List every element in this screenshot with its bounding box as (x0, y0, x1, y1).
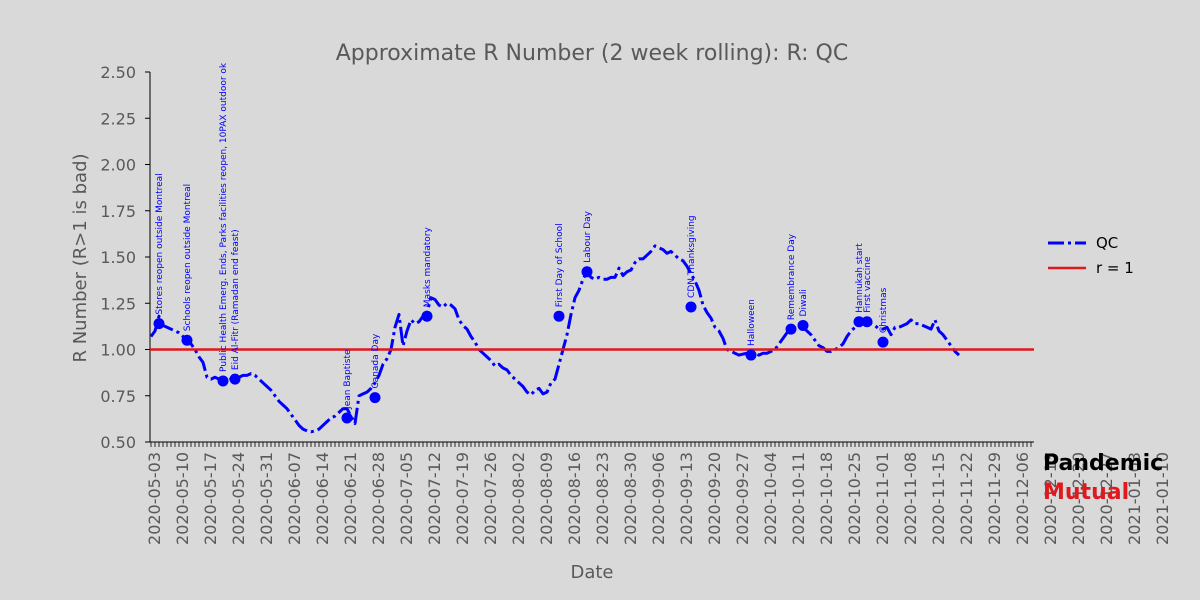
event-label: Eid Al-Fitr (Ramadan end feast) (231, 229, 241, 370)
x-tick-label: 2020-11-15 (929, 452, 948, 545)
event-marker (861, 316, 873, 328)
event-label: First vaccine (863, 256, 873, 313)
event-label: First Day of School (555, 223, 565, 307)
x-tick-label: 2020-10-04 (761, 452, 780, 545)
x-tick-label: 2020-06-07 (285, 452, 304, 545)
event-marker (877, 336, 889, 348)
event-label: Public Health Emerg. Ends, Parks facilit… (219, 62, 229, 372)
x-tick-label: 2020-08-23 (593, 452, 612, 545)
x-tick-label: 2020-11-29 (985, 452, 1004, 545)
x-tick-label: 2020-08-09 (537, 452, 556, 545)
y-tick-label: 2.00 (100, 156, 136, 175)
x-tick-label: 2020-06-14 (313, 452, 332, 545)
event-label: CDN Thanksgiving (687, 215, 697, 298)
x-tick-label: 2020-09-20 (705, 452, 724, 545)
x-tick-label: 2020-09-27 (733, 452, 752, 545)
event-marker (797, 319, 809, 331)
x-tick-label: 2021-01-03 (1125, 452, 1144, 545)
x-tick-label: 2020-06-21 (341, 452, 360, 545)
legend-label: r = 1 (1096, 259, 1134, 277)
series-lines (149, 244, 1034, 434)
event-marker (369, 392, 381, 404)
event-marker (853, 316, 865, 328)
y-tick-label: 1.75 (100, 202, 136, 221)
event-marker (785, 323, 797, 335)
x-tick-label: 2020-08-16 (565, 452, 584, 545)
x-tick-label: 2020-11-08 (901, 452, 920, 545)
event-label: Masks mandatory (423, 227, 433, 308)
x-tick-label: 2020-09-13 (677, 452, 696, 545)
x-tick-label: 2020-10-18 (817, 452, 836, 545)
x-tick-label: 2020-05-10 (173, 452, 192, 545)
x-tick-label: 2020-09-06 (649, 452, 668, 545)
event-marker (217, 375, 229, 387)
event-label: Christmas (879, 287, 889, 333)
x-tick-label: 2020-10-25 (845, 452, 864, 545)
event-markers: Stores reopen outside Montreal Schools re… (153, 62, 889, 424)
y-tick-label: 0.75 (100, 387, 136, 406)
brand-pandemic: Pandemic (1043, 451, 1163, 476)
x-axis-ticks: 2020-05-03 2020-05-10 2020-05-17 2020-05-24… (145, 442, 1172, 545)
event-label: Jean Baptiste (343, 349, 353, 410)
event-marker (581, 266, 593, 278)
x-tick-label: 2020-11-22 (957, 452, 976, 545)
x-tick-label: 2020-05-03 (145, 452, 164, 545)
event-label: Stores reopen outside Montreal (155, 173, 165, 314)
x-tick-label: 2021-01-10 (1153, 452, 1172, 545)
x-tick-label: 2020-05-17 (201, 452, 220, 545)
x-tick-label: 2020-05-31 (257, 452, 276, 545)
x-axis-label: Date (570, 562, 613, 583)
y-tick-label: 1.50 (100, 248, 136, 267)
x-tick-label: 2020-05-24 (229, 452, 248, 545)
event-marker (341, 412, 353, 424)
x-tick-label: 2020-08-30 (621, 452, 640, 545)
x-tick-label: 2020-07-12 (425, 452, 444, 545)
event-label: Diwali (799, 289, 809, 316)
axes (149, 72, 1034, 443)
x-tick-label: 2020-12-13 (1041, 452, 1060, 545)
event-marker (745, 349, 757, 361)
x-tick-label: 2020-07-26 (481, 452, 500, 545)
y-tick-label: 2.50 (100, 63, 136, 82)
chart-title: Approximate R Number (2 week rolling): R… (336, 41, 849, 66)
x-tick-label: 2020-07-19 (453, 452, 472, 545)
y-tick-label: 2.25 (100, 109, 136, 128)
event-marker (181, 334, 193, 346)
x-tick-label: 2020-10-11 (789, 452, 808, 545)
legend-label: QC (1096, 234, 1118, 252)
event-label: Halloween (747, 299, 757, 346)
event-label: Labour Day (583, 210, 593, 262)
x-tick-label: 2020-08-02 (509, 452, 528, 545)
legend: QC r = 1 (1048, 234, 1134, 277)
event-label: Remembrance Day (787, 233, 797, 320)
event-marker (685, 301, 697, 313)
x-tick-label: 2020-12-06 (1013, 452, 1032, 545)
y-tick-label: 0.50 (100, 433, 136, 452)
event-marker (229, 373, 241, 385)
event-label: Hannukah start (855, 243, 865, 313)
y-axis-label: R Number (R>1 is bad) (70, 153, 91, 362)
event-label: Schools reopen outside Montreal (183, 184, 193, 331)
event-marker (553, 310, 565, 322)
y-tick-label: 1.00 (100, 341, 136, 360)
y-axis-ticks: 0.50 0.75 1.00 1.25 1.50 1.75 2.00 2.25 2.50 (100, 63, 150, 452)
event-marker (421, 310, 433, 322)
event-marker (153, 318, 165, 330)
x-tick-label: 2020-06-28 (369, 452, 388, 545)
x-tick-label: 2020-12-20 (1069, 452, 1088, 545)
brand-mutual: Mutual (1043, 480, 1129, 505)
event-label: Canada Day (371, 333, 381, 389)
x-tick-label: 2020-07-05 (397, 452, 416, 545)
x-tick-label: 2020-12-27 (1097, 452, 1116, 545)
x-tick-label: 2020-11-01 (873, 452, 892, 545)
y-tick-label: 1.25 (100, 294, 136, 313)
